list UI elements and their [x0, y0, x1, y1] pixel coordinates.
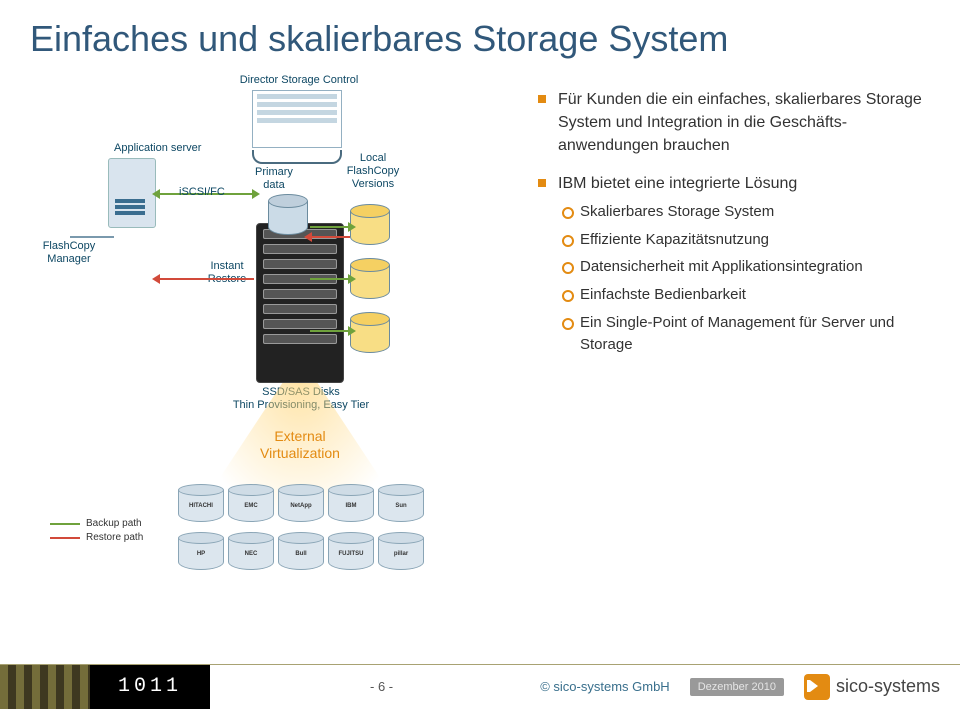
backup-path-label: Backup path — [86, 518, 142, 529]
sub-bullet-text: Datensicherheit mit Applikations­integra… — [580, 258, 863, 275]
copyright-text: © sico-systems GmbH — [540, 679, 669, 694]
bullet-item: IBM bietet eine integrierte Lösung Skali… — [536, 172, 936, 356]
bullet-text: IBM bietet eine integrierte Lösung — [558, 175, 797, 192]
arrow-head-icon — [152, 189, 160, 199]
slide-footer: 1011 - 6 - © sico-systems GmbH Dezember … — [0, 664, 960, 708]
vendor-cylinder-icon: pillar — [378, 532, 424, 576]
backup-arrow — [310, 330, 350, 332]
vendor-cylinder-icon: Bull — [278, 532, 324, 576]
primary-data-cylinder-icon — [268, 194, 308, 238]
arrow-head-icon — [304, 232, 312, 242]
iscsi-label: iSCSI/FC — [179, 186, 225, 198]
vendor-cylinder-icon: HITACHI — [178, 484, 224, 528]
flashcopy-version-cylinder-icon — [350, 204, 390, 248]
arrow-head-icon — [348, 222, 356, 232]
arrow-head-icon — [348, 274, 356, 284]
sub-bullet-text: Ein Single-Point of Management für Serve… — [580, 314, 894, 353]
footer-binary-decor: 1011 — [90, 665, 210, 709]
brand-logo: sico-systems — [804, 674, 940, 700]
footer-stripes-decor — [0, 665, 90, 709]
architecture-diagram: Director Storage Control Application ser… — [20, 78, 540, 628]
arrow-head-icon — [152, 274, 160, 284]
restore-arrow — [158, 278, 254, 280]
vendor-cylinder-icon: NetApp — [278, 484, 324, 528]
sub-bullet-text: Effiziente Kapazitätsnutzung — [580, 231, 769, 248]
sub-bullet-item: Skalierbares Storage System — [558, 201, 936, 223]
instant-restore-label: Instant Restore — [202, 260, 252, 286]
footer-date: Dezember 2010 — [690, 678, 784, 696]
restore-path-swatch — [50, 537, 80, 539]
path-legend: Backup path Restore path — [50, 518, 143, 546]
arrow-head-icon — [348, 326, 356, 336]
vendor-cylinder-icon: EMC — [228, 484, 274, 528]
sub-bullet-item: Ein Single-Point of Management für Serve… — [558, 312, 936, 356]
director-console-icon — [252, 90, 342, 148]
vendor-cylinder-icon: IBM — [328, 484, 374, 528]
vendor-cylinder-icon: Sun — [378, 484, 424, 528]
sub-bullet-item: Datensicherheit mit Applikations­integra… — [558, 256, 936, 278]
application-server-icon — [108, 158, 156, 228]
page-number: - 6 - — [370, 679, 393, 694]
bullet-text: Für Kunden die ein einfaches, skalierbar… — [558, 91, 922, 154]
storage-rack-icon — [256, 223, 344, 383]
brand-arrow-icon — [804, 674, 830, 700]
flashcopy-manager-label: FlashCopy Manager — [34, 240, 104, 266]
director-label: Director Storage Control — [224, 74, 374, 86]
connector-line — [70, 236, 114, 238]
flashcopy-version-cylinder-icon — [350, 312, 390, 356]
backup-path-swatch — [50, 523, 80, 525]
brand-name: sico-systems — [836, 676, 940, 697]
bullet-item: Für Kunden die ein einfaches, skalierbar… — [536, 88, 936, 158]
external-virtualization-label: External Virtualization — [240, 428, 360, 462]
primary-data-label: Primary data — [244, 166, 304, 192]
vendor-cylinder-icon: HP — [178, 532, 224, 576]
vendor-cylinders: HITACHI EMC NetApp IBM Sun HP NEC Bull F… — [178, 484, 430, 576]
app-server-label: Application server — [114, 142, 201, 154]
slide-title: Einfaches und skalierbares Storage Syste… — [0, 0, 960, 68]
vendor-cylinder-icon: FUJITSU — [328, 532, 374, 576]
backup-arrow — [310, 278, 350, 280]
restore-arrow — [310, 236, 350, 238]
flashcopy-version-cylinder-icon — [350, 258, 390, 302]
sub-bullet-text: Einfachste Bedienbarkeit — [580, 286, 746, 303]
vendor-cylinder-icon: NEC — [228, 532, 274, 576]
slide-content: Director Storage Control Application ser… — [0, 68, 960, 628]
brace-icon — [252, 150, 342, 164]
bullet-list: Für Kunden die ein einfaches, skalierbar… — [536, 88, 936, 369]
versions-label: Local FlashCopy Versions — [338, 152, 408, 192]
sub-bullet-item: Einfachste Bedienbarkeit — [558, 284, 936, 306]
sub-bullet-item: Effiziente Kapazitätsnutzung — [558, 229, 936, 251]
sub-bullet-text: Skalierbares Storage System — [580, 203, 774, 220]
restore-path-label: Restore path — [86, 532, 143, 543]
backup-arrow — [310, 226, 350, 228]
